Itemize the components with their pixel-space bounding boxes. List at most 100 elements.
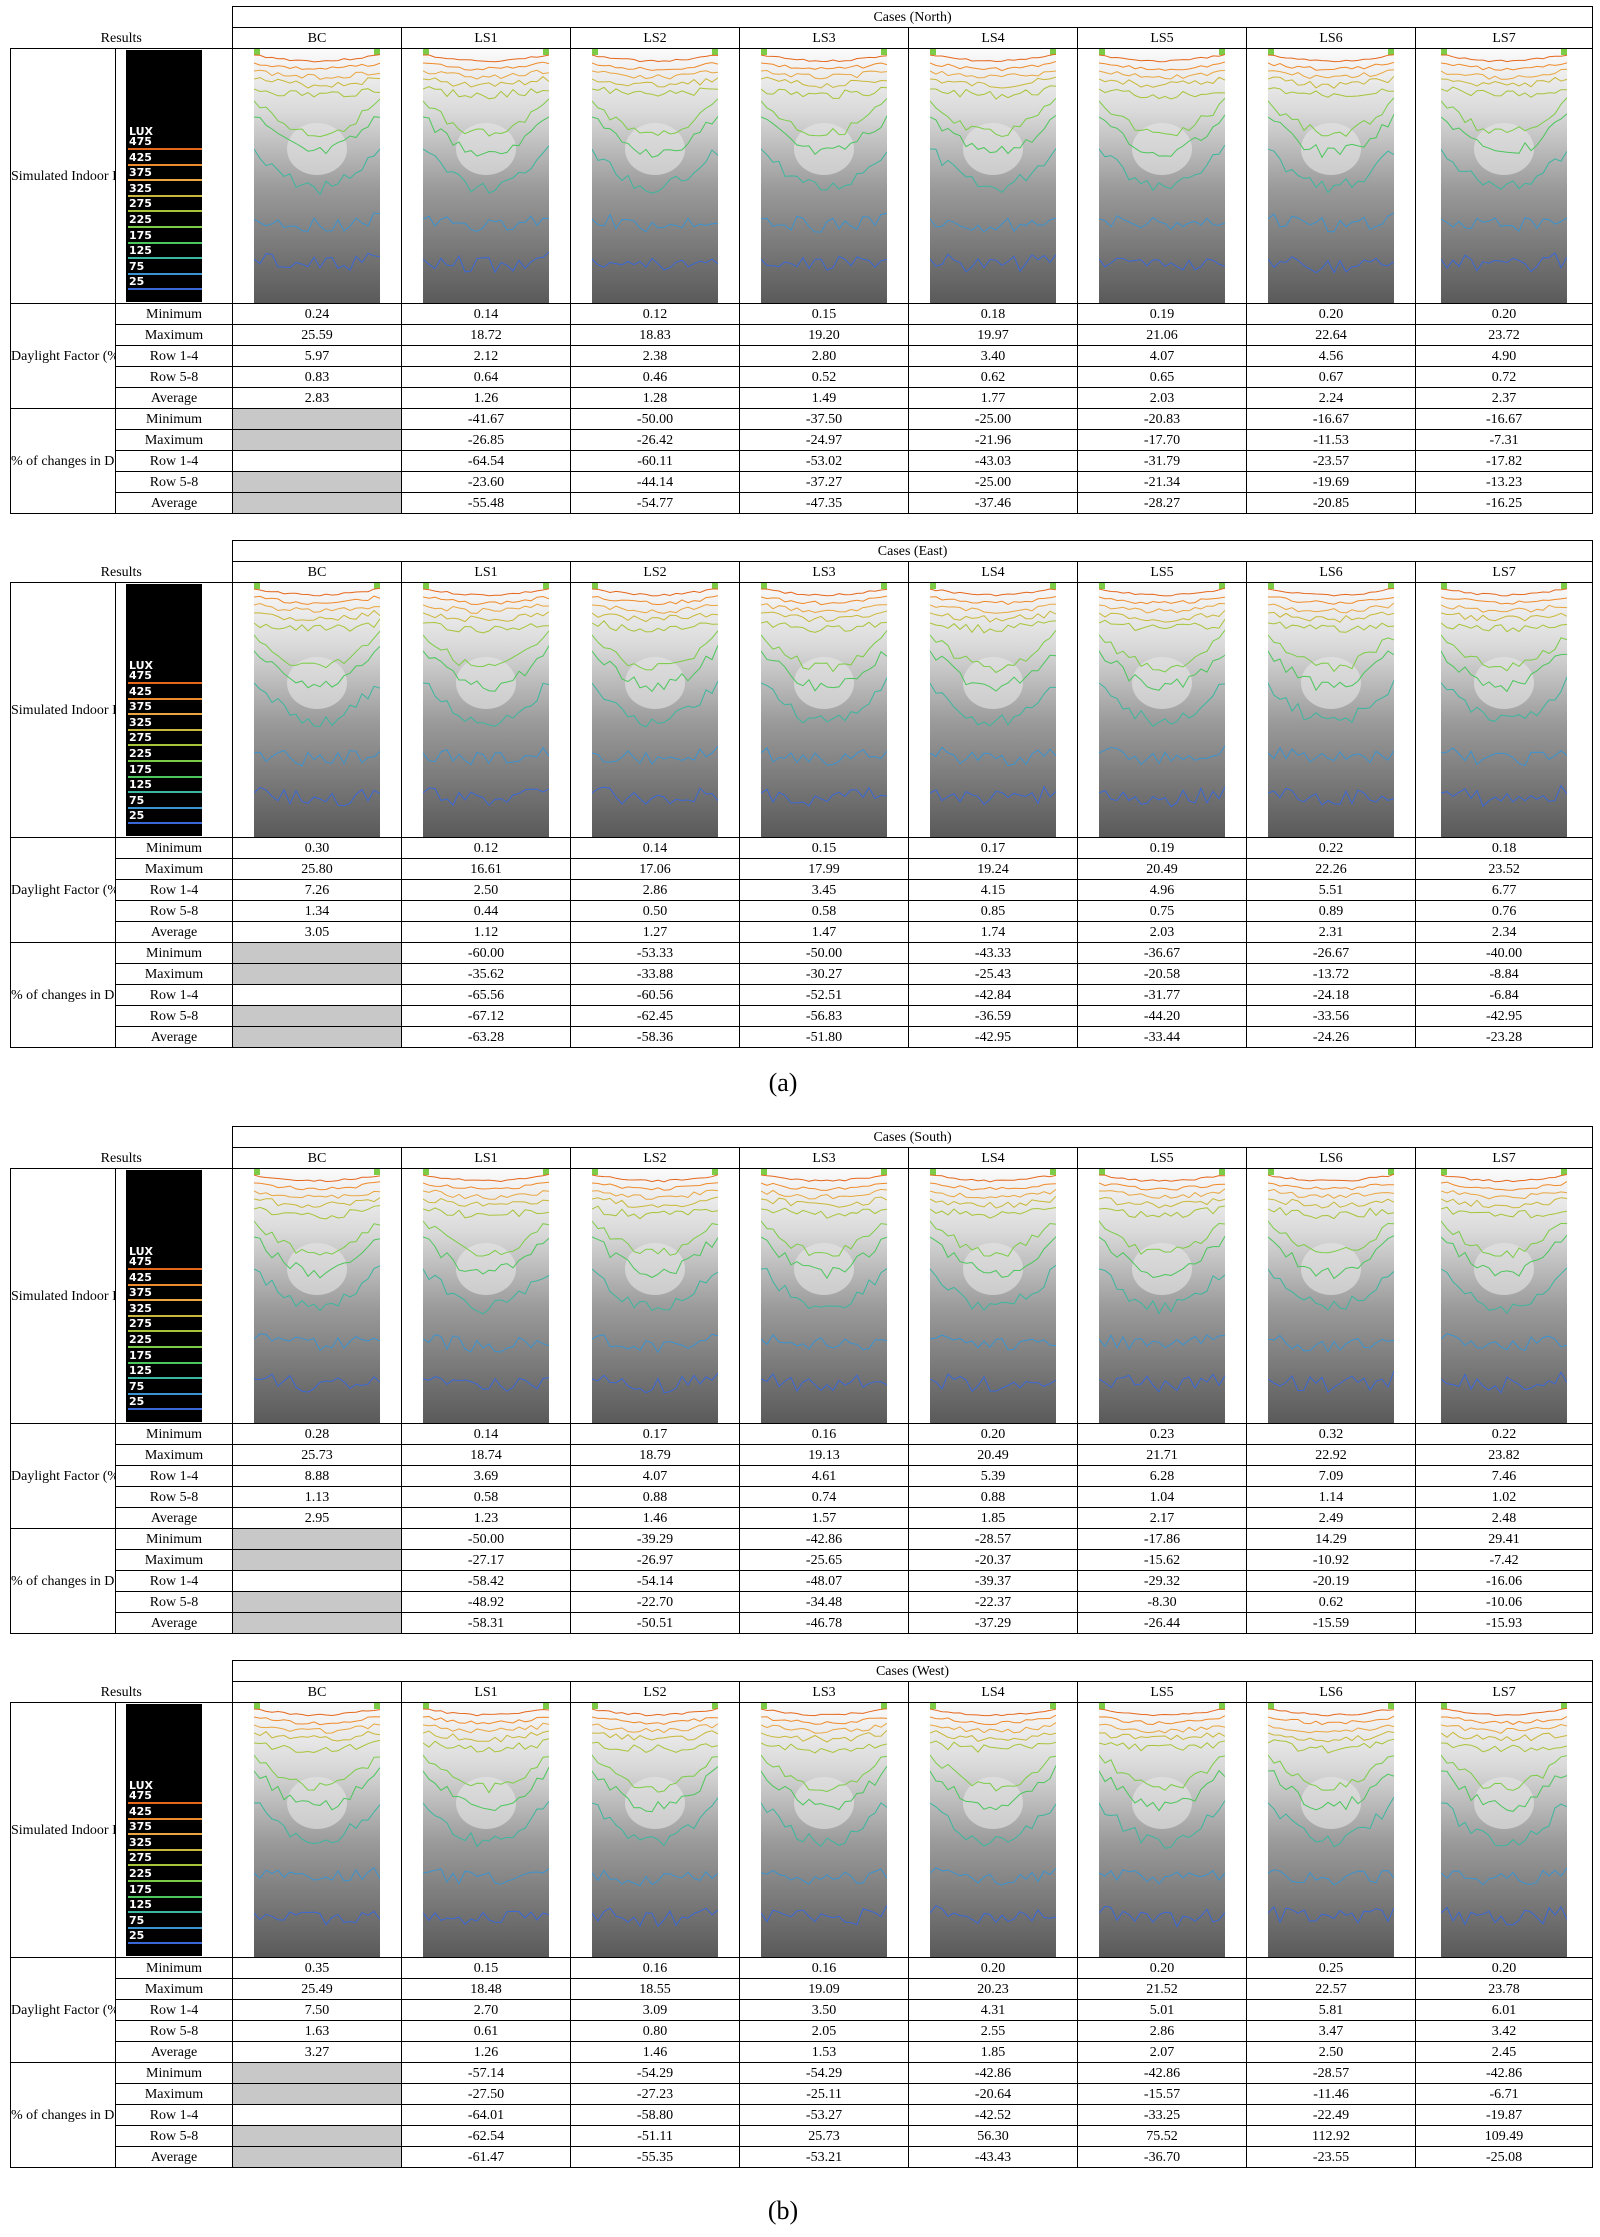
simulated-illuminance-image [1441,49,1568,303]
column-header: LS4 [908,1681,1079,1703]
illuminance-contour [761,1868,888,1885]
change-value: -51.80 [739,1026,910,1048]
change-value: -31.77 [1077,984,1248,1006]
change-value: -55.35 [570,2146,741,2168]
change-value: -54.29 [739,2062,910,2084]
change-row: Average -63.28 -58.36 -51.80 -42.95 -33.44 -24… [11,1026,1594,1048]
df-value: 2.50 [401,879,572,901]
df-value: 25.49 [232,1978,403,2000]
illuminance-contour [1268,1268,1395,1311]
illuminance-contour [423,1173,550,1183]
illuminance-contour [1268,69,1395,80]
baseline-blank-cell [232,2146,403,2168]
df-value: 2.38 [570,345,741,367]
change-value: -15.59 [1246,1612,1417,1634]
legend-entry: 375 [128,1287,202,1302]
illuminance-contour [254,1333,381,1352]
df-value: 3.40 [908,345,1079,367]
legend-entry: 225 [128,214,202,229]
df-value: 22.26 [1246,858,1417,880]
illuminance-image-cell [739,582,910,838]
metric-label: Row 5-8 [114,2020,234,2042]
illuminance-contour [1441,1190,1568,1200]
illuminance-contour [254,1205,381,1220]
metric-label: Row 5-8 [114,900,234,922]
df-value: 0.72 [1415,366,1594,388]
column-header: LS7 [1415,561,1594,583]
illuminance-contour [592,1730,719,1741]
illuminance-contour [1441,634,1568,672]
df-row: Maximum 25.59 18.72 18.83 19.20 19.97 21.06 22.… [11,324,1594,346]
df-row: Daylight Factor (%) Minimum 0.24 0.14 0.12 0.… [10,303,1594,409]
simulated-illuminance-image [254,1169,381,1423]
illuminance-contour [592,86,719,97]
illuminance-contour [1268,588,1395,597]
change-value: -50.00 [570,408,741,430]
illuminance-contour [254,682,381,728]
df-value: 0.20 [908,1957,1079,1979]
illuminance-image-cell [739,1702,910,1958]
illuminance-contour [1441,1867,1568,1886]
df-value: 19.24 [908,858,1079,880]
illuminance-contour [1099,1715,1226,1726]
illuminance-contour [761,148,888,191]
illuminance-contour [1268,787,1395,806]
illuminance-contour [1268,1206,1395,1220]
illuminance-contour [930,1174,1057,1183]
legend-swatch [128,179,202,182]
baseline-blank-cell [232,1026,403,1048]
df-value: 5.81 [1246,1999,1417,2021]
illuminance-contour [1441,1371,1568,1394]
legend-swatch [128,1802,202,1804]
df-value: 1.74 [908,921,1079,943]
df-value: 0.28 [232,1423,403,1445]
cases-title: Cases (North) [232,6,1594,28]
legend-level: 75 [129,793,145,807]
metric-label: Row 5-8 [114,2125,234,2147]
change-value: -28.27 [1077,492,1248,514]
illuminance-contour [1441,252,1568,273]
illuminance-contour [423,1181,550,1190]
illuminance-contour [761,115,888,156]
change-value: -8.30 [1077,1591,1248,1613]
illuminance-contour [761,1220,888,1257]
df-value: 0.16 [739,1423,910,1445]
illuminance-contour [1099,602,1226,614]
column-header: LS7 [1415,1147,1594,1169]
change-value: -22.70 [570,1591,741,1613]
change-value: -60.11 [570,450,741,472]
illuminance-contour [254,1730,381,1742]
legend-entry: 425 [128,151,202,167]
simulated-illuminance-image [254,1703,381,1957]
illuminance-contour [254,602,381,613]
df-value: 2.31 [1246,921,1417,943]
change-value: -29.32 [1077,1570,1248,1592]
lux-legend: LUX 475 425 375 325 275 225 175 125 75 25 [126,50,202,302]
df-value: 17.99 [739,858,910,880]
df-value: 0.83 [232,366,403,388]
illuminance-contour [930,596,1057,605]
daylight-factor-label: Daylight Factor (%) [10,303,116,409]
change-value: -23.60 [401,471,572,493]
legend-level: 325 [129,1301,152,1315]
column-header: LS1 [401,1147,572,1169]
df-value: 2.45 [1415,2041,1594,2063]
illuminance-contour [1268,256,1395,274]
legend-swatch [128,194,202,197]
baseline-blank-cell [232,1528,403,1550]
change-value: -23.55 [1246,2146,1417,2168]
column-header: LS3 [739,27,910,49]
df-value: 0.50 [570,900,741,922]
change-value: -26.44 [1077,1612,1248,1634]
illuminance-contour [423,1268,550,1315]
illuminance-contour [1441,650,1568,693]
df-value: 4.15 [908,879,1079,901]
illuminance-contour [930,1765,1057,1811]
df-value: 20.49 [1077,858,1248,880]
metric-label: Maximum [114,1444,234,1466]
legend-cell: LUX 475 425 375 325 275 225 175 125 75 25 [114,582,234,838]
legend-level: 375 [129,1820,152,1834]
legend-entry: 475 [128,1256,202,1271]
change-value: 29.41 [1415,1528,1594,1550]
